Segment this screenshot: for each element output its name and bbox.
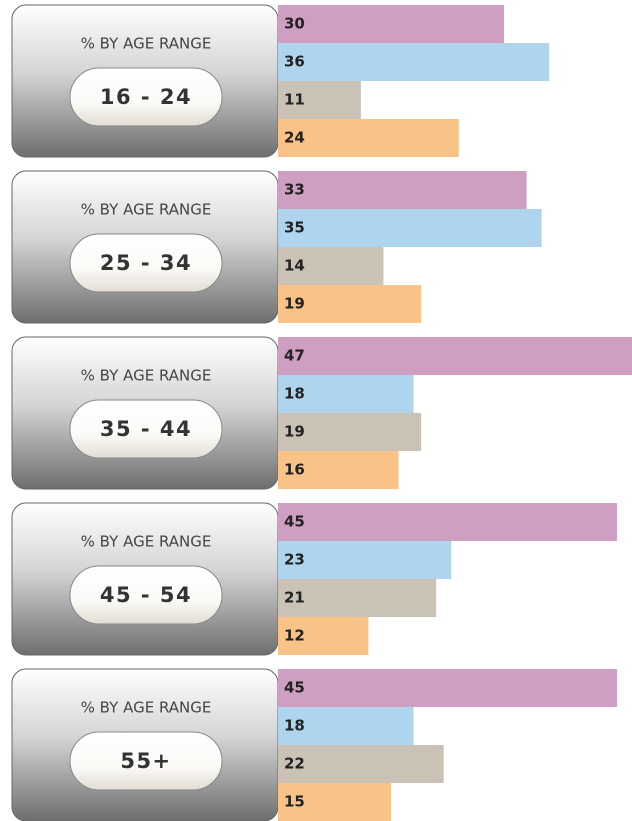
value-label: 45 — [284, 513, 305, 531]
label-pill — [69, 67, 223, 127]
value-label: 19 — [284, 423, 305, 441]
panel-title: % BY AGE RANGE — [81, 35, 212, 53]
bar — [278, 285, 422, 323]
bar — [278, 337, 632, 375]
bar — [278, 171, 527, 209]
bar — [278, 579, 437, 617]
bar — [278, 707, 414, 745]
panel-title: % BY AGE RANGE — [81, 699, 212, 717]
label-pill — [69, 233, 223, 293]
bar — [278, 413, 422, 451]
value-label: 45 — [284, 679, 305, 697]
value-label: 19 — [284, 295, 305, 313]
panel-title: % BY AGE RANGE — [81, 533, 212, 551]
bar — [278, 5, 504, 43]
label-pill — [69, 731, 223, 791]
age-label: 16 - 24 — [100, 85, 192, 109]
age-label: 45 - 54 — [100, 583, 192, 607]
bar — [278, 209, 542, 247]
label-pill — [69, 399, 223, 459]
value-label: 24 — [284, 129, 305, 147]
bar — [278, 247, 384, 285]
bar — [278, 81, 361, 119]
value-label: 14 — [284, 257, 305, 275]
bar — [278, 503, 617, 541]
value-label: 35 — [284, 219, 305, 237]
age-label: 25 - 34 — [100, 251, 192, 275]
bar — [278, 451, 399, 489]
bar — [278, 783, 391, 821]
panel-title: % BY AGE RANGE — [81, 367, 212, 385]
value-label: 15 — [284, 793, 305, 811]
label-pill — [69, 565, 223, 625]
value-label: 47 — [284, 347, 305, 365]
bar — [278, 541, 452, 579]
value-label: 36 — [284, 53, 305, 71]
bar — [278, 375, 414, 413]
value-label: 12 — [284, 627, 305, 645]
value-label: 33 — [284, 181, 305, 199]
age-label: 55+ — [120, 749, 171, 773]
value-label: 11 — [284, 91, 305, 109]
bar — [278, 745, 444, 783]
bar — [278, 119, 459, 157]
panel-title: % BY AGE RANGE — [81, 201, 212, 219]
value-label: 16 — [284, 461, 305, 479]
value-label: 18 — [284, 385, 305, 403]
bar — [278, 617, 369, 655]
value-label: 21 — [284, 589, 305, 607]
bar — [278, 669, 617, 707]
value-label: 23 — [284, 551, 305, 569]
value-label: 18 — [284, 717, 305, 735]
value-label: 22 — [284, 755, 305, 773]
age-label: 35 - 44 — [100, 417, 192, 441]
bar — [278, 43, 550, 81]
value-label: 30 — [284, 15, 305, 33]
